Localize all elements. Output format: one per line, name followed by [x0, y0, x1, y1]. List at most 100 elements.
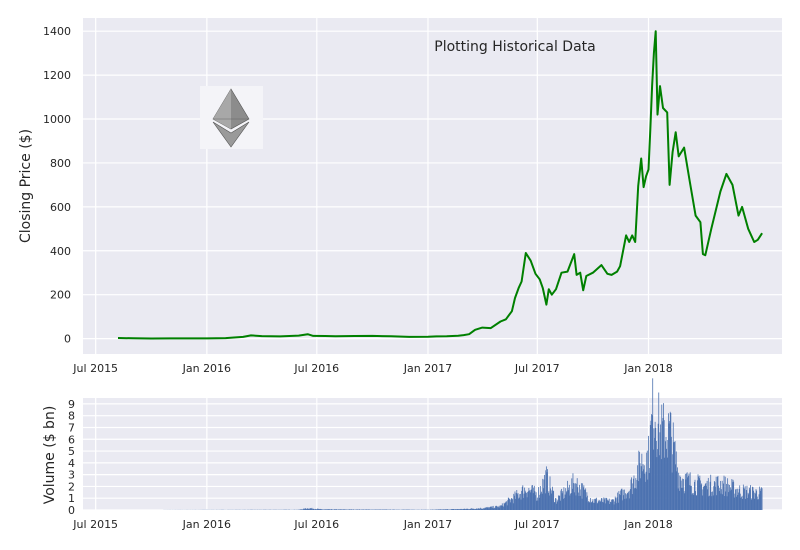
volume-bar — [351, 509, 353, 510]
volume-bar — [529, 490, 530, 510]
volume-bar — [538, 497, 540, 510]
volume-x-tick-labels: Jul 2015 Jan 2016 Jul 2016 Jan 2017 Jul 2017… — [72, 518, 672, 531]
volume-bar — [496, 506, 498, 510]
volume-bar — [481, 508, 483, 510]
volume-bar — [500, 505, 501, 510]
volume-bar — [535, 495, 536, 510]
volume-bar — [318, 509, 320, 510]
volume-bar — [474, 509, 475, 510]
volume-bar — [562, 491, 564, 510]
volume-bar — [654, 421, 656, 510]
volume-bar — [623, 495, 625, 510]
price-x-tick: Jul 2016 — [293, 362, 339, 375]
volume-bar — [477, 508, 479, 510]
price-y-axis-label: Closing Price ($) — [18, 129, 34, 243]
volume-bar — [544, 493, 546, 510]
volume-bar — [533, 485, 535, 510]
volume-bar — [460, 508, 462, 510]
volume-bar — [345, 509, 347, 510]
volume-bar — [752, 487, 754, 510]
volume-bar — [658, 392, 660, 510]
volume-bar — [730, 489, 732, 510]
volume-bar — [571, 478, 573, 510]
volume-bar — [484, 507, 486, 510]
volume-bar — [643, 469, 645, 510]
volume-bar — [442, 509, 443, 510]
volume-bar — [462, 508, 464, 510]
volume-bar — [707, 489, 709, 510]
volume-bar — [670, 412, 672, 510]
volume-bar — [713, 481, 715, 510]
volume-bar — [312, 509, 313, 510]
volume-bar — [545, 466, 547, 510]
volume-bar — [379, 509, 381, 510]
volume-bar — [745, 490, 747, 510]
volume-bar — [501, 503, 503, 510]
volume-bar — [532, 493, 534, 510]
volume-bar — [720, 493, 722, 510]
volume-bar — [632, 483, 634, 510]
volume-bar — [739, 493, 741, 510]
volume-bar — [489, 507, 490, 510]
volume-bar — [557, 499, 559, 510]
volume-bar — [582, 487, 584, 510]
volume-bar — [436, 509, 437, 510]
volume-bar — [729, 484, 730, 510]
volume-bar — [689, 472, 691, 510]
volume-bar — [674, 442, 675, 510]
volume-bar — [524, 487, 526, 510]
volume-bar — [673, 442, 675, 510]
volume-bar — [678, 490, 680, 510]
price-plot-background — [83, 18, 782, 354]
volume-bar — [306, 508, 308, 510]
volume-bar — [367, 509, 369, 510]
volume-bar — [599, 500, 600, 510]
volume-bar — [590, 498, 591, 510]
volume-bar — [375, 509, 377, 510]
volume-bar — [353, 509, 355, 510]
volume-bar — [486, 507, 487, 510]
volume-bar — [304, 509, 306, 510]
volume-bar — [651, 414, 652, 510]
volume-bar — [657, 423, 659, 510]
volume-bar — [572, 473, 574, 510]
volume-bar — [671, 436, 672, 510]
volume-bar — [597, 502, 599, 510]
volume-x-tick: Jul 2016 — [293, 518, 339, 531]
volume-bar — [676, 471, 678, 510]
volume-bar — [571, 488, 573, 510]
volume-bar — [602, 502, 604, 510]
volume-bar — [635, 478, 637, 510]
volume-bar — [478, 508, 480, 510]
volume-bar — [339, 509, 341, 510]
volume-bar — [475, 509, 477, 510]
volume-y-tick: 6 — [68, 433, 75, 446]
volume-bar — [461, 509, 463, 510]
volume-bar — [563, 487, 565, 510]
volume-bar — [491, 507, 492, 510]
volume-bar — [506, 505, 508, 510]
volume-bar — [454, 509, 456, 510]
volume-bar — [692, 492, 694, 510]
volume-bar — [672, 422, 674, 510]
volume-bar — [567, 490, 569, 510]
volume-bar — [356, 509, 358, 510]
volume-bar — [665, 441, 666, 510]
price-y-tick-labels: 0 200 400 600 800 1000 1200 1400 — [43, 25, 71, 345]
volume-bar — [466, 508, 468, 510]
volume-bar — [300, 509, 302, 510]
volume-bar — [666, 448, 668, 510]
volume-bar — [646, 452, 648, 510]
volume-bar — [455, 509, 457, 510]
volume-bar — [713, 486, 715, 510]
volume-bar — [706, 480, 708, 510]
volume-bar — [663, 420, 665, 510]
volume-bar — [710, 491, 712, 510]
volume-bar — [446, 509, 448, 510]
volume-bar — [748, 487, 750, 510]
volume-bar — [325, 509, 327, 510]
volume-bar — [340, 509, 342, 510]
volume-bar — [653, 428, 655, 510]
volume-bar — [668, 413, 669, 510]
